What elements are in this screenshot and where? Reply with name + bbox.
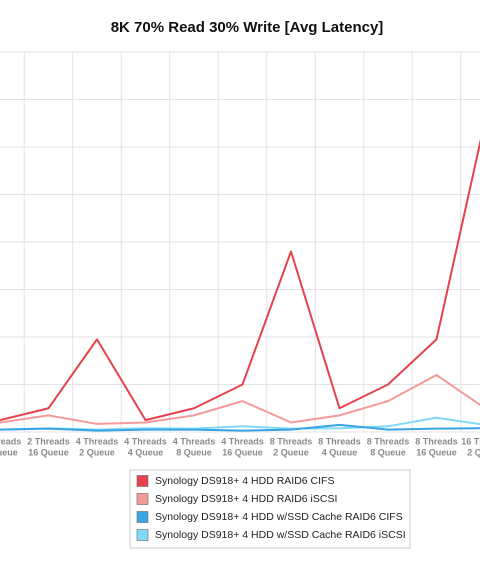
x-tick-label: 8 Threads (318, 436, 361, 446)
legend-swatch (136, 475, 149, 487)
x-tick-label: 16 Queue (28, 447, 69, 457)
x-tick-label: 2 Queue (467, 447, 480, 457)
x-tick-label: 8 Queue (370, 447, 406, 457)
legend-box (129, 469, 411, 549)
legend-label: Synology DS918+ 4 HDD w/SSD Cache RAID6 … (155, 529, 406, 541)
x-tick-label: 2 Queue (79, 447, 115, 457)
series-line (0, 138, 480, 422)
legend-label: Synology DS918+ 4 HDD RAID6 CIFS (155, 475, 334, 487)
chart-title: 8K 70% Read 30% Write [Avg Latency] (111, 19, 384, 36)
series-line (0, 374, 480, 425)
x-tick-label: 2 Queue (273, 447, 309, 457)
x-tick-label: 4 Threads (221, 436, 264, 446)
x-tick-label: 16 Threads (461, 436, 480, 446)
x-tick-label: 8 Queue (176, 447, 212, 457)
legend-swatch (136, 529, 149, 541)
x-tick-label: 8 Threads (270, 436, 313, 446)
x-tick-label: 8 Queue (0, 447, 18, 457)
legend-swatch (136, 511, 149, 523)
series-line (0, 423, 480, 432)
legend-swatch (136, 493, 149, 505)
x-tick-label: 16 Queue (416, 447, 457, 457)
legend-label: Synology DS918+ 4 HDD RAID6 iSCSI (155, 493, 337, 505)
x-tick-label: 4 Threads (124, 436, 167, 446)
x-tick-label: 4 Queue (322, 447, 358, 457)
x-tick-label: 4 Threads (76, 436, 119, 446)
x-tick-label: 16 Queue (222, 447, 263, 457)
x-tick-label: 8 Threads (367, 436, 410, 446)
x-tick-label: 4 Threads (173, 436, 216, 446)
x-tick-label: 2 Threads (27, 436, 70, 446)
legend-label: Synology DS918+ 4 HDD w/SSD Cache RAID6 … (155, 511, 403, 523)
x-tick-label: 8 Threads (415, 436, 458, 446)
x-tick-label: 4 Queue (128, 447, 164, 457)
x-tick-label: 2 Threads (0, 436, 21, 446)
